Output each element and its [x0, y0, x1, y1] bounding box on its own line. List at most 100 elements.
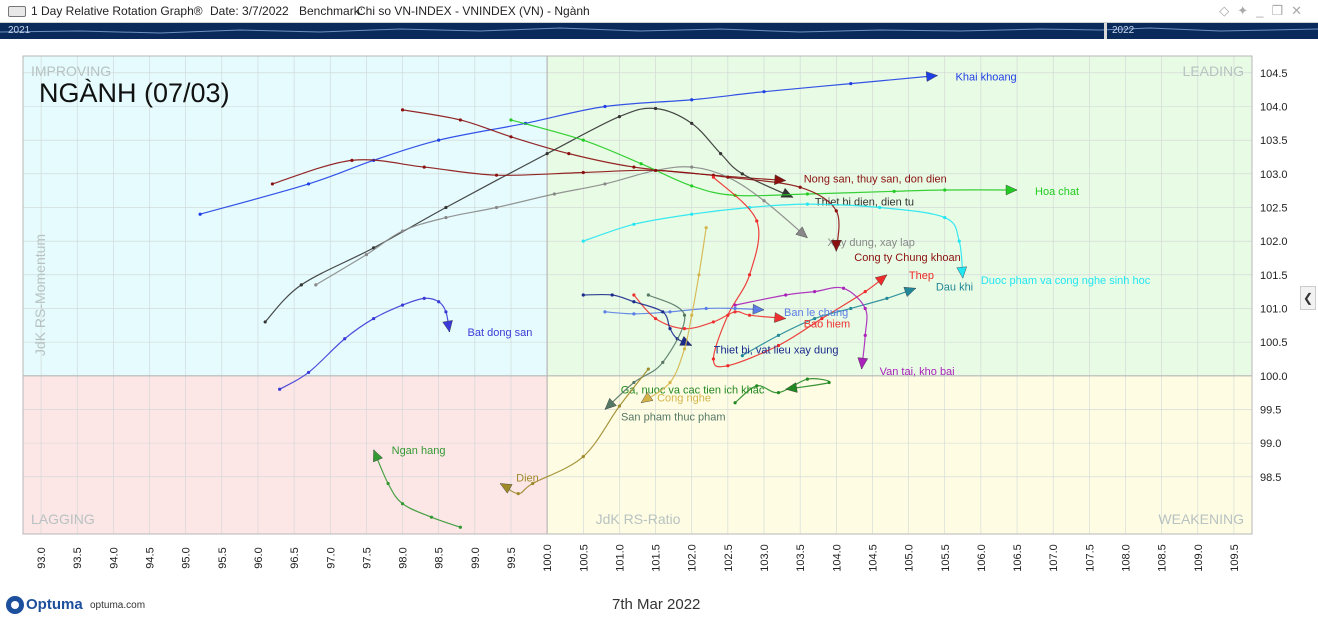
brand-url: optuma.com	[90, 600, 146, 611]
series-point	[632, 165, 636, 169]
series-head-arrow	[373, 449, 383, 463]
tack-icon[interactable]: ✦	[1237, 3, 1257, 18]
series-point	[400, 229, 405, 233]
series-point	[682, 327, 687, 331]
series-point	[458, 525, 462, 529]
series-point	[603, 310, 607, 314]
x-tick-label: 93.0	[36, 547, 48, 568]
series-point	[755, 384, 759, 388]
series-point	[726, 175, 730, 179]
series-point	[668, 327, 672, 331]
series-point	[531, 481, 535, 486]
x-tick-label: 96.5	[289, 547, 301, 568]
series-point	[776, 343, 781, 348]
rrg-series: Bat dong san	[278, 296, 533, 391]
series-point	[711, 320, 716, 324]
rrg-series: Ban le chung	[603, 303, 848, 319]
series-head-arrow	[640, 391, 654, 403]
series-point	[711, 175, 716, 179]
x-tick-label: 98.5	[434, 547, 446, 568]
rrg-series: Thiet bi dien, dien tu	[263, 106, 914, 324]
series-point	[690, 98, 694, 102]
series-point	[437, 138, 441, 142]
series-point	[704, 226, 708, 230]
series-point	[719, 152, 723, 156]
series-point	[697, 273, 701, 277]
x-tick-label: 105.5	[940, 544, 952, 572]
x-tick-label: 108.5	[1157, 544, 1169, 572]
benchmark-value: Chi so VN-INDEX - VNINDEX (VN) - Ngành	[357, 4, 590, 18]
rrg-series: Khai khoang	[198, 71, 1017, 216]
series-head-arrow	[830, 240, 842, 252]
rrg-series: Dau khi	[740, 281, 973, 358]
series-point	[617, 404, 622, 408]
series-point	[632, 300, 636, 304]
x-tick-label: 102.5	[723, 544, 735, 572]
rrg-chart: 93.0 93.5 94.0 94.5 95.0 95.5 96.0 96.5 97.0 97.5…	[22, 55, 1288, 572]
series-point	[849, 82, 853, 86]
series-point	[364, 253, 368, 257]
series-point	[798, 185, 802, 189]
x-tick-label: 107.5	[1084, 544, 1096, 572]
x-tick-label: 109.5	[1229, 544, 1241, 572]
minimize-icon[interactable]: _	[1256, 3, 1272, 18]
quadrant-label-improving: IMPROVING	[31, 63, 111, 79]
series-point	[263, 320, 267, 324]
close-icon[interactable]: ✕	[1291, 3, 1310, 18]
expand-panel-handle[interactable]: ❮	[1300, 286, 1316, 310]
x-tick-label: 103.0	[759, 544, 771, 572]
y-tick-label: 104.0	[1260, 101, 1288, 113]
series-head-arrow	[1005, 184, 1018, 196]
timeline-scrubber[interactable]: 2021 2022	[0, 23, 1318, 39]
x-tick-label: 101.5	[651, 544, 663, 572]
series-point	[892, 189, 896, 193]
series-point	[270, 182, 275, 186]
x-tick-label: 93.5	[72, 547, 84, 568]
series-label: Bao hiem	[804, 319, 850, 331]
x-tick-label: 100.5	[578, 544, 590, 572]
y-tick-label: 103.5	[1260, 135, 1288, 147]
y-axis-label: JdK RS-Momentum	[32, 234, 48, 356]
restore-icon[interactable]: ❐	[1271, 3, 1292, 18]
series-point	[704, 306, 708, 311]
series-point	[509, 118, 513, 122]
x-tick-label: 99.0	[470, 547, 482, 568]
series-head-arrow	[903, 286, 917, 297]
series-point	[494, 173, 499, 177]
rrg-series: Ngan hang	[373, 445, 462, 529]
series-head-arrow	[956, 266, 968, 279]
series-point	[747, 313, 752, 317]
x-tick-label: 95.0	[181, 547, 193, 568]
series-label: Thep	[909, 270, 934, 282]
x-tick-label: 106.5	[1012, 544, 1024, 572]
quadrant-weakening	[547, 375, 1252, 534]
series-point	[682, 313, 687, 317]
series-point	[422, 296, 426, 300]
series-label: Bat dong san	[468, 327, 533, 339]
series-point	[805, 192, 809, 196]
series-point	[668, 310, 672, 314]
chart-title: NGÀNH (07/03)	[39, 78, 230, 108]
timeline-handle[interactable]	[1104, 23, 1107, 39]
pin-icon[interactable]: ◇	[1219, 3, 1238, 18]
series-point	[726, 364, 730, 368]
series-point	[762, 90, 766, 94]
x-tick-label: 94.0	[108, 547, 120, 568]
x-tick-label: 97.0	[325, 547, 337, 568]
series-point	[878, 205, 882, 210]
series-point	[733, 306, 737, 311]
series-label: Cong nghe	[657, 393, 711, 405]
series-point	[314, 283, 318, 287]
x-tick-label: 94.5	[145, 547, 157, 568]
benchmark-label: Benchmark:	[299, 4, 364, 18]
series-point	[581, 170, 585, 175]
x-tick-label: 103.5	[795, 544, 807, 572]
window-controls: ◇✦_❐✕	[1219, 3, 1310, 19]
y-tick-label: 100.0	[1260, 371, 1288, 383]
series-point	[805, 202, 809, 206]
series-label: San pham thuc pham	[621, 411, 726, 423]
series-point	[386, 481, 390, 486]
series-point	[776, 391, 781, 395]
series-point	[827, 380, 831, 385]
window-title: 1 Day Relative Rotation Graph®	[31, 4, 203, 18]
